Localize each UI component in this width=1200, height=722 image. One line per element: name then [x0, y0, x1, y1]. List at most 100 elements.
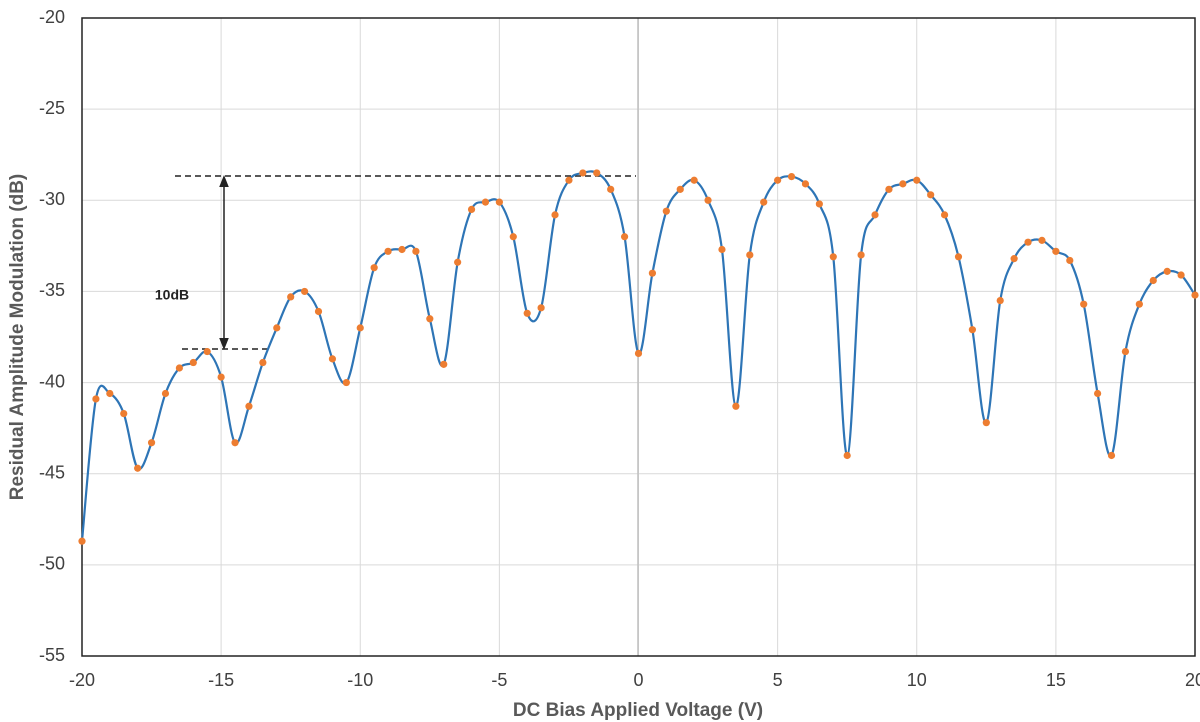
data-point — [384, 247, 392, 255]
y-tick-label: -25 — [39, 98, 65, 118]
annotation: 10dB — [155, 287, 189, 303]
x-tick-label: 15 — [1046, 670, 1066, 690]
data-point — [593, 169, 601, 177]
data-point — [1052, 247, 1060, 255]
data-point — [996, 296, 1004, 305]
data-point — [467, 205, 476, 213]
data-point — [551, 211, 559, 219]
data-point — [314, 307, 323, 316]
data-point — [217, 373, 225, 381]
data-point — [440, 360, 448, 368]
x-tick-label: -5 — [491, 670, 507, 690]
y-tick-label: -30 — [39, 189, 65, 209]
data-point — [968, 326, 977, 334]
y-tick-label: -35 — [39, 280, 65, 300]
data-point — [801, 180, 810, 188]
data-point — [857, 251, 865, 259]
data-point — [1010, 255, 1018, 263]
data-point — [189, 358, 197, 367]
data-point — [927, 191, 935, 199]
data-point — [676, 185, 684, 193]
data-point — [495, 198, 503, 206]
data-point — [982, 419, 990, 427]
data-point — [1149, 276, 1157, 285]
data-point — [954, 253, 963, 261]
data-point — [398, 245, 406, 254]
data-point — [579, 169, 587, 177]
data-point — [899, 180, 907, 188]
y-tick-label: -55 — [39, 645, 65, 665]
data-point — [523, 309, 531, 317]
data-point — [175, 364, 183, 372]
data-point — [328, 355, 337, 363]
data-point — [787, 172, 796, 181]
x-tick-label: -15 — [208, 670, 234, 690]
data-point — [273, 324, 281, 332]
data-point — [78, 537, 86, 545]
data-point — [1121, 347, 1130, 356]
data-point — [426, 315, 434, 323]
data-point — [1094, 389, 1102, 398]
x-tick-label: 10 — [907, 670, 927, 690]
data-point — [843, 451, 851, 460]
data-point — [704, 196, 712, 204]
data-point — [885, 185, 893, 193]
data-point — [1191, 291, 1199, 299]
data-point — [940, 211, 949, 219]
data-point — [607, 185, 615, 193]
plot-frame — [81, 17, 1196, 657]
data-point — [774, 176, 782, 184]
data-point — [1038, 236, 1046, 244]
data-point — [92, 395, 100, 403]
y-axis-title: Residual Amplitude Modulation (dB) — [7, 174, 28, 501]
data-point — [161, 389, 170, 398]
data-point — [1066, 256, 1074, 265]
data-point — [732, 402, 740, 410]
data-point — [301, 287, 309, 296]
data-point — [287, 293, 295, 301]
x-tick-label: 20 — [1185, 670, 1200, 690]
data-point — [1024, 238, 1032, 246]
data-point — [342, 378, 350, 387]
data-point — [815, 200, 823, 208]
data-point — [634, 349, 643, 358]
data-point — [454, 258, 462, 266]
data-point — [481, 198, 490, 206]
data-point — [871, 211, 879, 219]
data-point — [356, 324, 364, 332]
data-point — [1080, 300, 1088, 308]
data-point — [147, 439, 156, 447]
x-tick-label: 5 — [773, 670, 783, 690]
y-tick-label: -20 — [39, 7, 65, 27]
data-point — [370, 264, 378, 272]
data-point — [245, 402, 253, 410]
x-axis-title: DC Bias Applied Voltage (V) — [513, 700, 763, 721]
data-point — [231, 439, 239, 447]
data-point — [718, 245, 726, 254]
data-point — [120, 409, 128, 418]
data-point — [760, 198, 768, 206]
x-tick-label: 0 — [633, 670, 643, 690]
data-point — [203, 347, 211, 356]
y-tick-label: -40 — [39, 371, 65, 391]
data-point — [690, 176, 698, 184]
y-tick-label: -50 — [39, 554, 65, 574]
data-point — [662, 207, 670, 215]
data-point — [259, 358, 267, 367]
data-point — [648, 269, 657, 277]
data-point — [537, 304, 545, 312]
data-point — [1135, 300, 1143, 308]
data-point — [620, 233, 629, 241]
data-point — [509, 233, 517, 241]
data-point — [412, 247, 420, 255]
data-point — [913, 176, 921, 184]
data-point — [1177, 271, 1185, 279]
data-point — [746, 251, 754, 259]
x-tick-label: -20 — [69, 670, 95, 690]
x-tick-label: -10 — [347, 670, 373, 690]
data-point — [829, 253, 837, 261]
data-point — [134, 464, 142, 472]
data-point — [565, 176, 573, 184]
data-point — [1107, 451, 1116, 460]
